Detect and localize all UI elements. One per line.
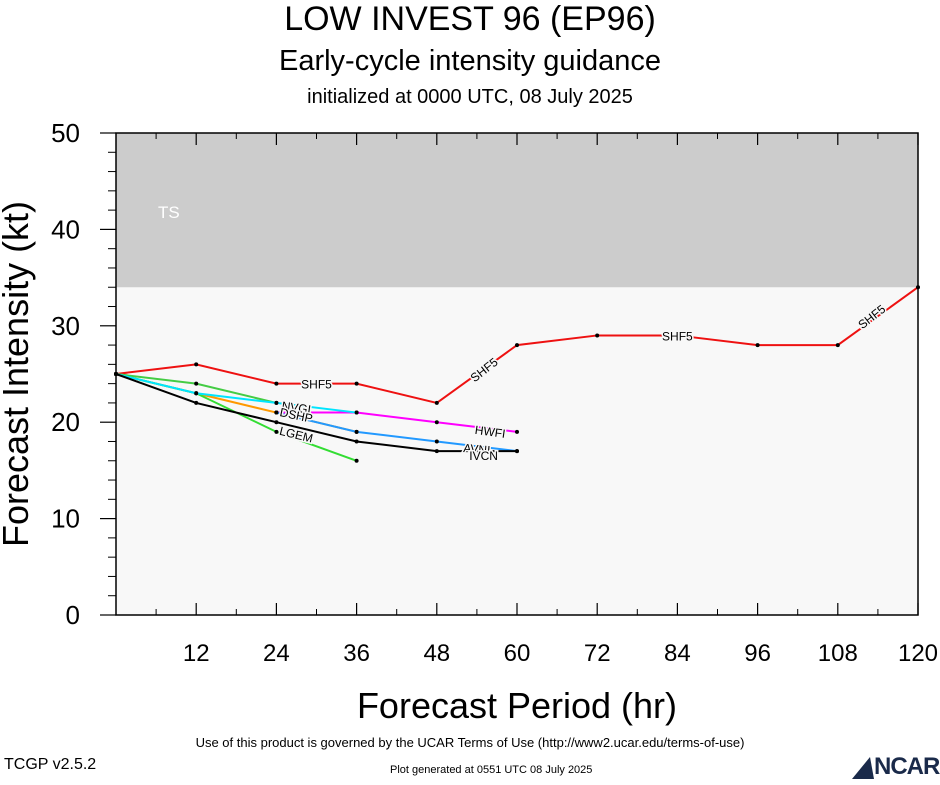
data-point [274,420,279,425]
y-axis-label: Forecast Intensity (kt) [0,201,36,547]
series-line-ctci [115,373,357,414]
data-point [354,410,359,415]
data-point [434,449,439,454]
x-tick-label: 120 [898,640,938,667]
data-point [835,343,840,348]
data-point [194,391,199,396]
x-tick-label: 84 [664,640,691,667]
data-point [515,343,519,348]
data-point [354,429,359,434]
x-tick-label: 24 [263,640,290,667]
x-tick-label: 12 [183,640,210,667]
chart-subtitle: Early-cycle intensity guidance [278,45,661,77]
series-label-hwfi: HWFI [474,423,506,441]
data-point [274,429,279,434]
data-point [515,429,519,434]
y-tick-label: 50 [51,118,80,148]
data-point [595,333,600,338]
x-tick-label: 60 [504,640,531,667]
data-point [274,381,279,386]
intensity-chart: TS 12 24 36 48 60 72 84 96 108 120 0 10 20 30 40 50 SHF… [0,118,938,726]
axis-ticks: 12 24 36 48 60 72 84 96 108 120 0 10 20 30 40 50 [51,118,938,667]
data-point [354,381,359,386]
ncar-logo-text: NCAR [874,753,940,780]
data-point [434,439,439,444]
y-tick-label: 20 [51,407,80,437]
version-label: TCGP v2.5.2 [4,756,97,773]
y-tick-label: 30 [51,311,80,341]
series-label-dshp: DSHP [278,405,314,426]
series-line-ivcn [115,373,517,453]
x-tick-label: 96 [744,640,771,667]
tropical-storm-band [116,133,918,288]
series-label-shf5: SHF5 [301,378,332,392]
x-tick-label: 108 [818,640,858,667]
data-point [274,400,279,405]
series-label-avni: AVNI [463,441,491,457]
series-label-ivcn: IVCN [469,449,498,463]
data-point [194,381,199,386]
chart-title: LOW INVEST 96 (EP96) [284,0,656,38]
terms-of-use: Use of this product is governed by the U… [195,735,745,750]
data-point [434,420,439,425]
series-label-nvgi: NVGI [281,399,312,417]
generated-time: Plot generated at 0551 UTC 08 July 2025 [390,764,593,776]
data-point [274,410,279,415]
x-tick-label: 48 [423,640,450,667]
x-axis-label: Forecast Period (hr) [357,685,677,726]
data-point [354,458,359,463]
series-label-shf5: SHF5 [662,329,693,343]
data-point [194,400,199,405]
data-point [755,343,760,348]
ncar-logo-icon [852,757,874,779]
series-line-hwfi [276,411,518,433]
data-point [354,439,359,444]
data-point [675,333,680,338]
series-line-avni [276,411,518,453]
y-tick-label: 0 [66,600,80,630]
data-point [434,400,439,405]
y-tick-label: 10 [51,504,80,534]
ncar-logo: NCAR [850,753,940,780]
data-point [194,362,199,367]
init-time: initialized at 0000 UTC, 08 July 2025 [307,86,633,108]
tropical-storm-label: TS [158,203,180,222]
data-point [515,449,519,454]
y-tick-label: 40 [51,214,80,244]
x-tick-label: 36 [343,640,370,667]
x-tick-label: 72 [584,640,611,667]
plot-frame [115,132,919,616]
